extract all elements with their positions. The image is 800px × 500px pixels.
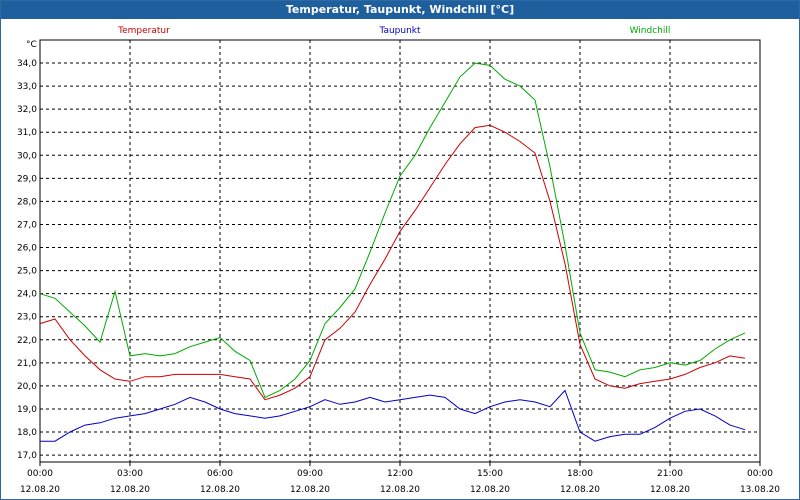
y-tick-label: 22,0 xyxy=(17,336,37,346)
y-tick-label: 26,0 xyxy=(17,244,37,254)
y-tick-label: 17,0 xyxy=(17,451,37,461)
x-tick-time-label: 18:00 xyxy=(567,469,593,479)
y-tick-label: 29,0 xyxy=(17,174,37,184)
y-tick-label: 32,0 xyxy=(17,105,37,115)
x-tick-time-label: 12:00 xyxy=(387,469,413,479)
y-tick-label: 21,0 xyxy=(17,359,37,369)
y-tick-label: 31,0 xyxy=(17,128,37,138)
x-tick-time-label: 00:00 xyxy=(747,469,773,479)
y-tick-label: 33,0 xyxy=(17,82,37,92)
x-tick-time-label: 21:00 xyxy=(657,469,683,479)
legend-entry-taupunkt: Taupunkt xyxy=(378,26,421,36)
x-tick-date-label: 12.08.20 xyxy=(110,485,150,495)
window-title: Temperatur, Taupunkt, Windchill [°C] xyxy=(1,1,799,19)
legend-entry-temperatur: Temperatur xyxy=(117,26,170,36)
x-tick-date-label: 12.08.20 xyxy=(470,485,510,495)
y-tick-label: 19,0 xyxy=(17,405,37,415)
y-tick-label: 30,0 xyxy=(17,151,37,161)
x-tick-time-label: 06:00 xyxy=(207,469,233,479)
x-tick-time-label: 15:00 xyxy=(477,469,503,479)
series-line-taupunkt xyxy=(40,389,746,442)
x-tick-date-label: 12.08.20 xyxy=(560,485,600,495)
x-tick-date-label: 12.08.20 xyxy=(200,485,240,495)
x-tick-time-label: 00:00 xyxy=(27,469,53,479)
y-tick-label: 23,0 xyxy=(17,313,37,323)
y-tick-label: 27,0 xyxy=(17,220,37,230)
x-tick-date-label: 12.08.20 xyxy=(290,485,330,495)
x-tick-date-label: 13.08.20 xyxy=(740,485,780,495)
y-axis-unit-label: °C xyxy=(26,40,37,50)
x-tick-date-label: 12.08.20 xyxy=(650,485,690,495)
x-tick-date-label: 12.08.20 xyxy=(20,485,60,495)
y-tick-label: 25,0 xyxy=(17,267,37,277)
x-tick-time-label: 03:00 xyxy=(117,469,143,479)
y-tick-label: 18,0 xyxy=(17,428,37,438)
y-tick-label: 20,0 xyxy=(17,382,37,392)
x-tick-time-label: 09:00 xyxy=(297,469,323,479)
series-line-temperatur xyxy=(39,124,746,401)
y-tick-label: 24,0 xyxy=(17,290,37,300)
y-tick-label: 34,0 xyxy=(17,59,37,69)
legend-entry-windchill: Windchill xyxy=(630,26,671,36)
x-tick-date-label: 12.08.20 xyxy=(380,485,420,495)
series-line-windchill xyxy=(39,62,746,399)
y-tick-label: 28,0 xyxy=(17,197,37,207)
